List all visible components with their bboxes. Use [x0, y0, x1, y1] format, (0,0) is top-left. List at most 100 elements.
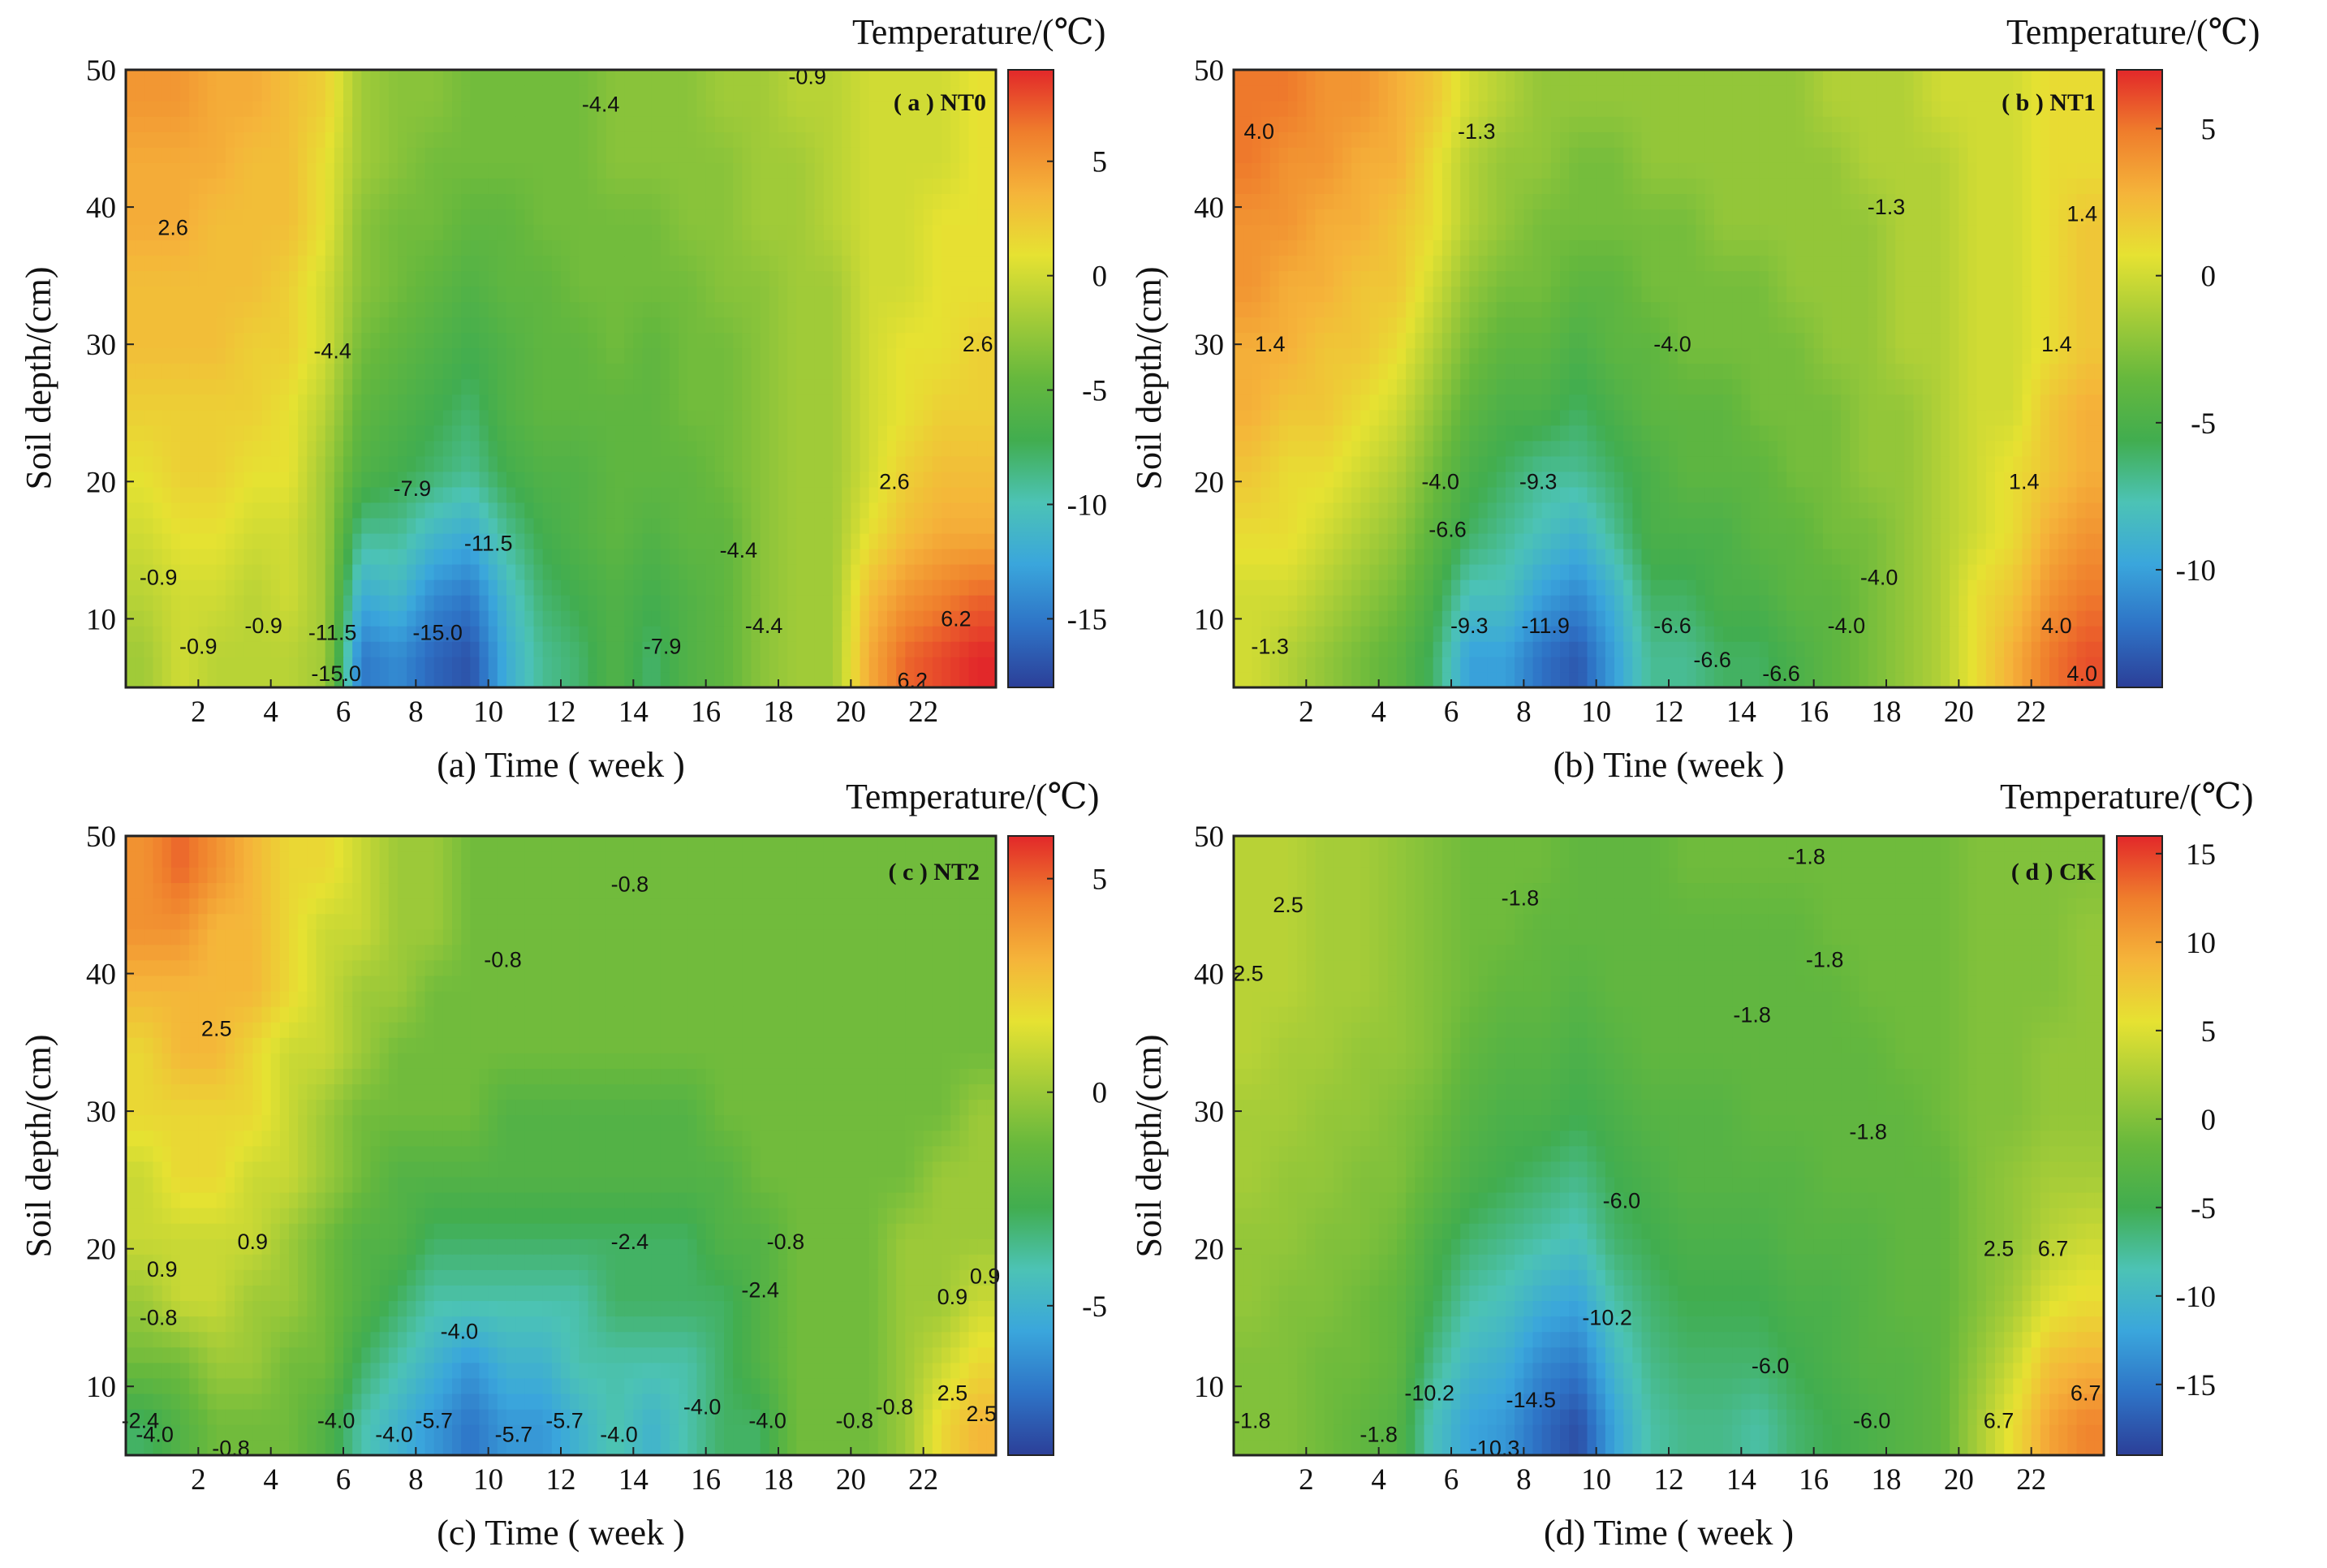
heat-cell	[1406, 625, 1416, 642]
heat-cell	[570, 363, 580, 380]
heat-cell	[126, 532, 136, 549]
heat-cell	[986, 656, 997, 673]
heat-cell	[1778, 640, 1787, 657]
heat-cell	[479, 409, 489, 426]
heat-cell	[887, 70, 897, 86]
heat-cell	[261, 347, 272, 364]
heat-cell	[252, 239, 263, 256]
heat-cell	[633, 193, 644, 210]
heat-cell	[144, 178, 154, 194]
heat-cell	[2049, 640, 2059, 657]
heat-cell	[189, 424, 200, 442]
heat-cell	[914, 286, 924, 303]
heat-cell	[1252, 610, 1262, 627]
heat-cell	[942, 532, 951, 549]
heat-cell	[769, 270, 779, 287]
heat-cell	[542, 502, 553, 519]
heat-cell	[1460, 640, 1471, 657]
heat-cell	[243, 131, 254, 148]
heat-cell	[524, 131, 535, 148]
heat-cell	[714, 455, 725, 472]
heat-cell	[343, 517, 353, 534]
heat-cell	[1886, 532, 1896, 549]
heat-cell	[670, 162, 679, 179]
heat-cell	[887, 147, 897, 163]
heat-cell	[1741, 656, 1752, 673]
heat-cell	[433, 301, 444, 318]
heat-cell	[162, 363, 172, 380]
heat-cell	[1922, 594, 1933, 611]
heat-cell	[588, 286, 598, 303]
heat-cell	[942, 563, 951, 580]
heat-cell	[742, 270, 752, 287]
heat-cell	[597, 332, 607, 349]
heat-cell	[298, 363, 308, 380]
heat-cell	[1351, 532, 1362, 549]
heat-cell	[452, 301, 462, 318]
heat-cell	[760, 532, 770, 549]
heat-cell	[1985, 640, 1996, 657]
heat-cell	[950, 178, 961, 194]
heat-cell	[805, 394, 816, 411]
heat-cell	[714, 116, 725, 132]
heat-cell	[334, 116, 344, 132]
heat-cell	[497, 625, 507, 642]
heat-cell	[1741, 517, 1752, 534]
heat-cell	[361, 579, 372, 596]
heat-cell	[1732, 625, 1743, 642]
heat-cell	[833, 409, 842, 426]
heat-cell	[433, 486, 444, 503]
heat-cell	[1297, 640, 1308, 657]
heat-cell	[860, 579, 870, 596]
heat-cell	[570, 625, 580, 642]
heat-cell	[261, 209, 272, 226]
heat-cell	[542, 517, 553, 534]
heat-cell	[696, 394, 707, 411]
heat-cell	[823, 147, 834, 163]
heat-cell	[923, 131, 933, 148]
heat-cell	[914, 594, 924, 611]
heat-cell	[524, 471, 535, 488]
heat-cell	[670, 332, 679, 349]
heat-cell	[343, 193, 353, 210]
heat-cell	[633, 224, 644, 241]
heat-cell	[1732, 640, 1743, 657]
heat-cell	[588, 116, 598, 132]
heat-cell	[742, 116, 752, 132]
heat-cell	[1406, 579, 1416, 596]
heat-cell	[1469, 610, 1480, 627]
heat-cell	[605, 532, 616, 549]
heat-cell	[914, 332, 924, 349]
heat-cell	[742, 394, 752, 411]
heat-cell	[588, 131, 598, 148]
heat-cell	[588, 579, 598, 596]
heat-cell	[2022, 625, 2032, 642]
heat-cell	[1252, 563, 1262, 580]
heat-cell	[842, 409, 852, 426]
heat-cell	[1678, 548, 1688, 565]
heat-cell	[361, 486, 372, 503]
heat-cell	[714, 131, 725, 148]
heat-cell	[696, 517, 707, 534]
heat-cell	[398, 301, 407, 318]
heat-cell	[1324, 671, 1334, 688]
heat-cell	[579, 394, 589, 411]
heat-cell	[914, 656, 924, 673]
heat-cell	[624, 486, 635, 503]
heat-cell	[2031, 671, 2041, 688]
heat-cell	[1650, 640, 1661, 657]
heat-cell	[1523, 517, 1534, 534]
heat-cell	[316, 116, 326, 132]
heat-cell	[416, 625, 426, 642]
heat-cell	[515, 255, 526, 272]
heat-cell	[877, 424, 888, 442]
heat-cell	[968, 332, 979, 349]
heat-cell	[1967, 594, 1978, 611]
heat-cell	[751, 147, 761, 163]
heat-cell	[760, 424, 770, 442]
heat-cell	[442, 178, 453, 194]
heat-cell	[1487, 563, 1497, 580]
heat-cell	[470, 224, 480, 241]
heat-cell	[1931, 579, 1941, 596]
heat-cell	[497, 193, 507, 210]
